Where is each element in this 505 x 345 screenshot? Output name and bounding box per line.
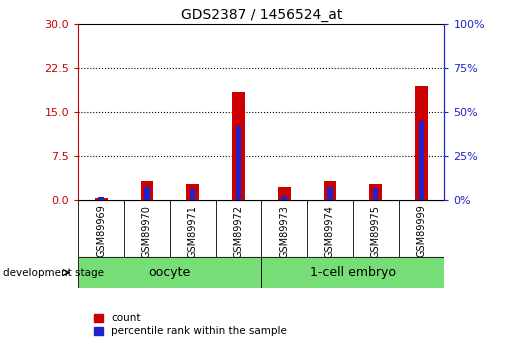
Bar <box>190 189 195 200</box>
Bar <box>327 187 333 200</box>
Bar <box>140 181 154 200</box>
Bar <box>186 184 199 200</box>
Bar <box>324 181 336 200</box>
Bar <box>369 184 382 200</box>
Text: GSM89969: GSM89969 <box>96 205 106 257</box>
Text: oocyte: oocyte <box>148 266 191 279</box>
Bar <box>95 198 108 200</box>
Text: GSM89972: GSM89972 <box>233 205 243 258</box>
Bar <box>415 86 428 200</box>
Legend: count, percentile rank within the sample: count, percentile rank within the sample <box>93 313 287 336</box>
Bar <box>232 92 245 200</box>
Bar <box>373 188 379 200</box>
Bar <box>98 197 104 200</box>
Text: development stage: development stage <box>3 268 104 277</box>
Bar <box>236 126 241 200</box>
Text: GSM89970: GSM89970 <box>142 205 152 257</box>
Text: GSM89973: GSM89973 <box>279 205 289 257</box>
Text: GSM89971: GSM89971 <box>188 205 197 257</box>
Bar <box>144 187 149 200</box>
Bar <box>78 257 262 288</box>
Text: GSM89974: GSM89974 <box>325 205 335 257</box>
Text: GSM89999: GSM89999 <box>417 205 427 257</box>
Bar <box>262 257 444 288</box>
Text: GSM89975: GSM89975 <box>371 205 381 258</box>
Bar <box>278 187 291 200</box>
Title: GDS2387 / 1456524_at: GDS2387 / 1456524_at <box>181 8 342 22</box>
Bar <box>419 121 424 200</box>
Text: 1-cell embryo: 1-cell embryo <box>310 266 396 279</box>
Bar <box>281 196 287 200</box>
